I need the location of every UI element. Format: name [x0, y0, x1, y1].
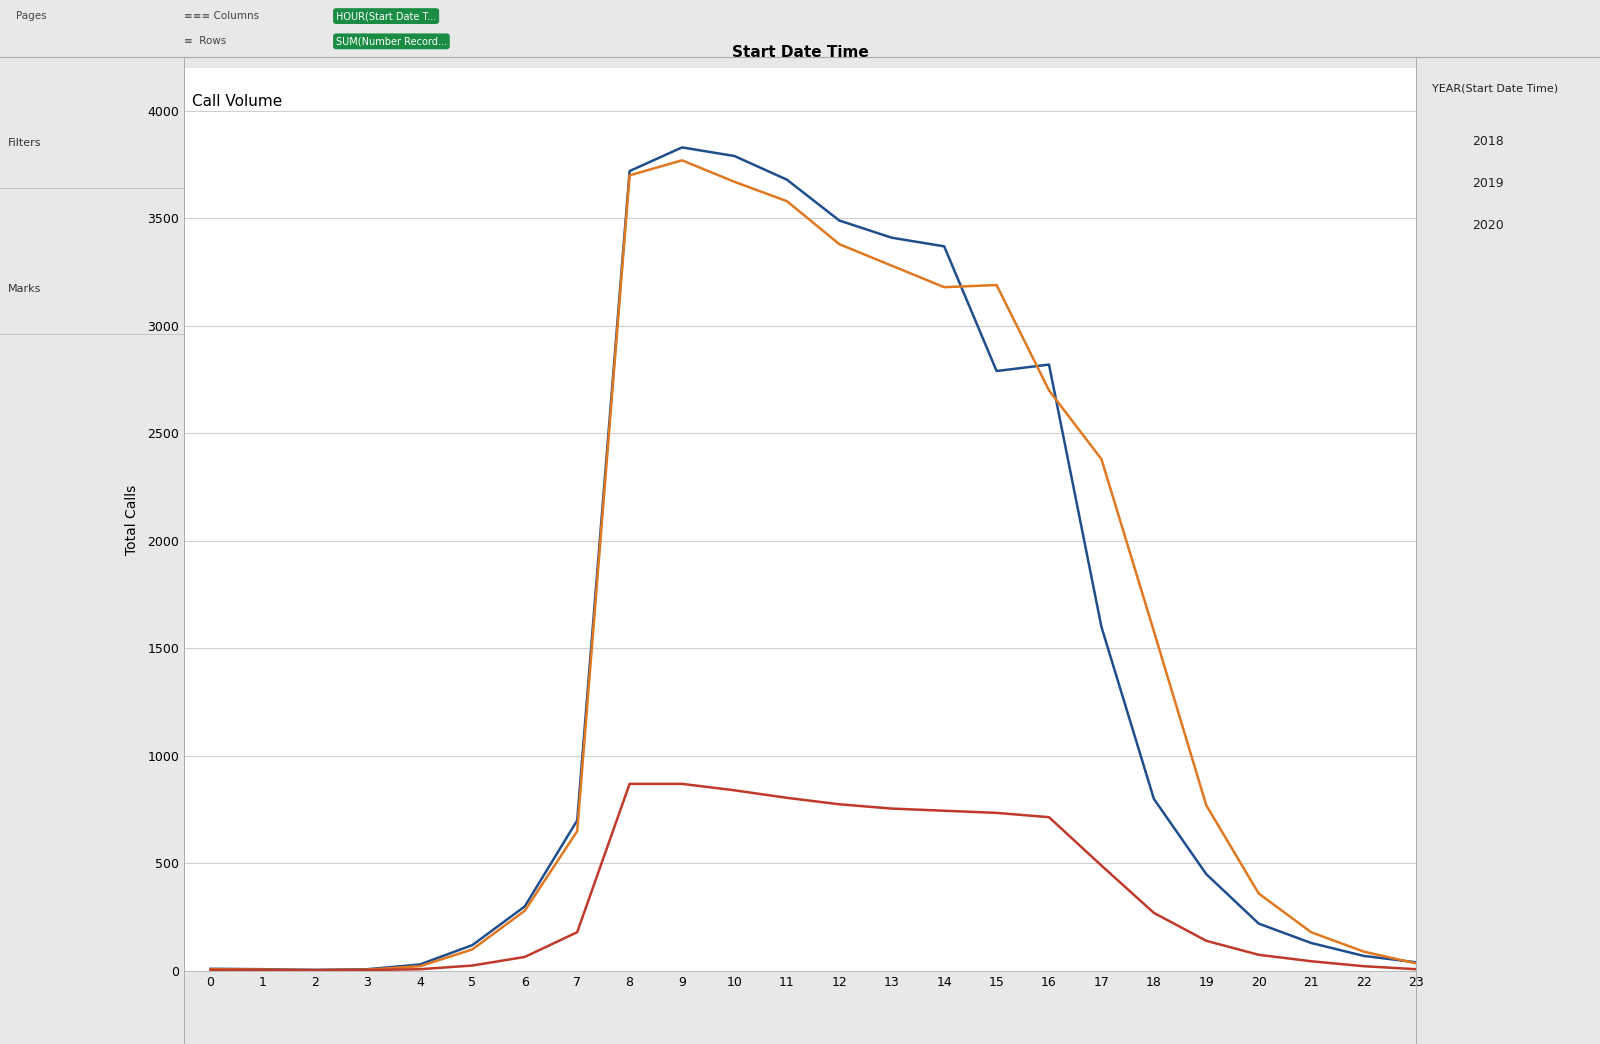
2018 — [1091, 620, 1110, 633]
2020 — [306, 964, 325, 976]
2019 — [568, 825, 587, 837]
Text: 2019: 2019 — [1472, 177, 1504, 190]
2019 — [987, 279, 1006, 291]
2018 — [1144, 792, 1163, 805]
2020 — [934, 805, 954, 817]
Y-axis label: Total Calls: Total Calls — [125, 484, 139, 554]
Text: ≡  Rows: ≡ Rows — [184, 37, 226, 46]
2018 — [1301, 936, 1320, 949]
Text: Filters: Filters — [8, 138, 42, 148]
Text: 2020: 2020 — [1472, 219, 1504, 232]
2018 — [1354, 950, 1373, 963]
2019 — [358, 964, 378, 976]
Text: Marks: Marks — [8, 284, 42, 294]
2019 — [1144, 625, 1163, 638]
2019 — [882, 259, 901, 271]
2018 — [987, 364, 1006, 377]
2020 — [1040, 811, 1059, 824]
2018 — [882, 232, 901, 244]
2018 — [778, 173, 797, 186]
2019 — [1197, 799, 1216, 811]
2020 — [462, 959, 482, 972]
2019 — [1091, 453, 1110, 466]
2020 — [1197, 934, 1216, 947]
2018 — [1197, 868, 1216, 880]
2019 — [1354, 945, 1373, 957]
Line: 2020: 2020 — [210, 784, 1416, 970]
2018 — [410, 958, 429, 971]
2020 — [987, 807, 1006, 820]
2020 — [725, 784, 744, 797]
2019 — [515, 904, 534, 917]
2019 — [830, 238, 850, 251]
2020 — [1144, 906, 1163, 919]
Title: Start Date Time: Start Date Time — [731, 45, 869, 60]
2019 — [462, 943, 482, 955]
2018 — [672, 141, 691, 153]
2018 — [200, 963, 219, 975]
2019 — [778, 195, 797, 208]
2018 — [1250, 918, 1269, 930]
2020 — [1406, 963, 1426, 975]
2020 — [1091, 859, 1110, 872]
2020 — [200, 964, 219, 976]
2018 — [1406, 956, 1426, 969]
2019 — [1406, 957, 1426, 970]
2018 — [830, 214, 850, 227]
2020 — [778, 791, 797, 804]
2018 — [462, 939, 482, 951]
2020 — [515, 951, 534, 964]
2020 — [568, 926, 587, 939]
2019 — [672, 155, 691, 167]
2020 — [830, 798, 850, 810]
Text: 2018: 2018 — [1472, 136, 1504, 148]
2018 — [568, 814, 587, 827]
2018 — [621, 165, 640, 177]
2020 — [253, 964, 272, 976]
2018 — [306, 964, 325, 976]
2018 — [934, 240, 954, 253]
2019 — [621, 169, 640, 182]
2018 — [358, 963, 378, 975]
2018 — [253, 963, 272, 975]
2020 — [672, 778, 691, 790]
Line: 2019: 2019 — [210, 161, 1416, 970]
Line: 2018: 2018 — [210, 147, 1416, 970]
2019 — [1040, 384, 1059, 397]
Text: Pages: Pages — [16, 11, 46, 21]
Text: Call Volume: Call Volume — [192, 94, 282, 109]
2020 — [358, 964, 378, 976]
2020 — [1354, 959, 1373, 972]
Text: YEAR(Start Date Time): YEAR(Start Date Time) — [1432, 84, 1558, 94]
2019 — [725, 175, 744, 188]
2019 — [253, 964, 272, 976]
2018 — [1040, 358, 1059, 371]
2020 — [621, 778, 640, 790]
Text: SUM(Number Record...: SUM(Number Record... — [336, 37, 446, 46]
2020 — [1301, 955, 1320, 968]
2019 — [200, 963, 219, 975]
Text: HOUR(Start Date T...: HOUR(Start Date T... — [336, 11, 437, 21]
2019 — [1301, 926, 1320, 939]
2020 — [1250, 949, 1269, 962]
Text: ≡≡≡ Columns: ≡≡≡ Columns — [184, 11, 259, 21]
2018 — [515, 900, 534, 912]
2020 — [410, 963, 429, 975]
2019 — [306, 964, 325, 976]
2019 — [934, 281, 954, 293]
2020 — [882, 803, 901, 815]
2018 — [725, 149, 744, 162]
2019 — [410, 959, 429, 972]
2019 — [1250, 887, 1269, 900]
